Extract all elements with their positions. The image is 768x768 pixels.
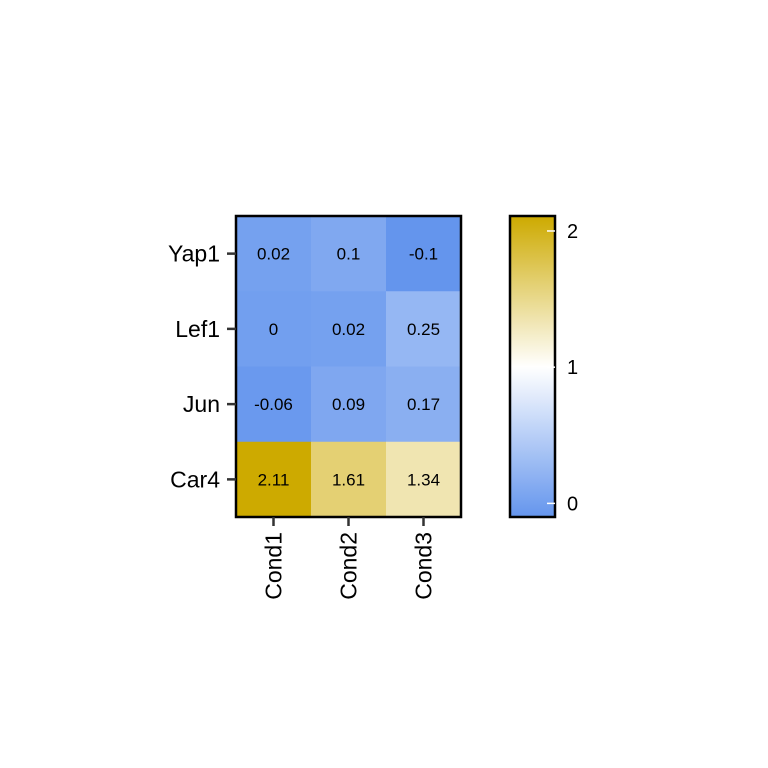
heatmap-cell-jun-cond1 [236, 366, 312, 443]
heatmap-cell-jun-cond2 [311, 366, 387, 443]
heatmap-cell-car4-cond3 [386, 441, 462, 518]
column-label-cond2: Cond2 [336, 532, 362, 600]
cell-value-label: 0.09 [332, 395, 365, 414]
heatmap-cell-yap1-cond3 [386, 216, 462, 292]
cell-value-label: 1.61 [332, 470, 365, 489]
row-label-car4: Car4 [170, 466, 220, 492]
legend-tick-label: 0 [567, 493, 578, 515]
heatmap-cell-car4-cond1 [236, 441, 312, 518]
cell-value-label: -0.06 [254, 395, 293, 414]
cell-value-label: 0.17 [407, 395, 440, 414]
heatmap-cell-lef1-cond3 [386, 291, 462, 367]
heatmap-cell-yap1-cond1 [236, 216, 312, 292]
cell-value-label: 0.02 [332, 320, 365, 339]
heatmap-cell-yap1-cond2 [311, 216, 387, 292]
cell-value-label: 0.1 [337, 245, 361, 264]
cell-value-label: 1.34 [407, 470, 440, 489]
cell-value-label: 0 [269, 320, 278, 339]
heatmap-cell-lef1-cond1 [236, 291, 312, 367]
heatmap-cell-car4-cond2 [311, 441, 387, 518]
row-label-lef1: Lef1 [175, 316, 220, 342]
legend-tick-label: 1 [567, 357, 578, 379]
row-label-jun: Jun [183, 391, 220, 417]
column-label-cond3: Cond3 [411, 532, 437, 600]
cell-value-label: 0.02 [257, 245, 290, 264]
row-axis: Yap1 Lef1 Jun Car4 [168, 241, 236, 492]
cell-value-label: 2.11 [258, 470, 290, 489]
legend-tick-label: 2 [567, 221, 578, 243]
color-legend: 0 1 2 [508, 214, 578, 519]
heatmap-cell-jun-cond3 [386, 366, 462, 443]
heatmap-cells: 0.02 0.1 -0.1 0 0.02 0.25 -0.06 0.09 0.17 2.11 1.6… [236, 216, 462, 518]
row-label-yap1: Yap1 [168, 241, 220, 267]
column-axis: Cond1 Cond2 Cond3 [261, 517, 437, 600]
cell-value-label: 0.25 [407, 320, 440, 339]
column-label-cond1: Cond1 [261, 532, 287, 600]
heatmap-cell-lef1-cond2 [311, 291, 387, 367]
cell-value-label: -0.1 [409, 245, 438, 264]
